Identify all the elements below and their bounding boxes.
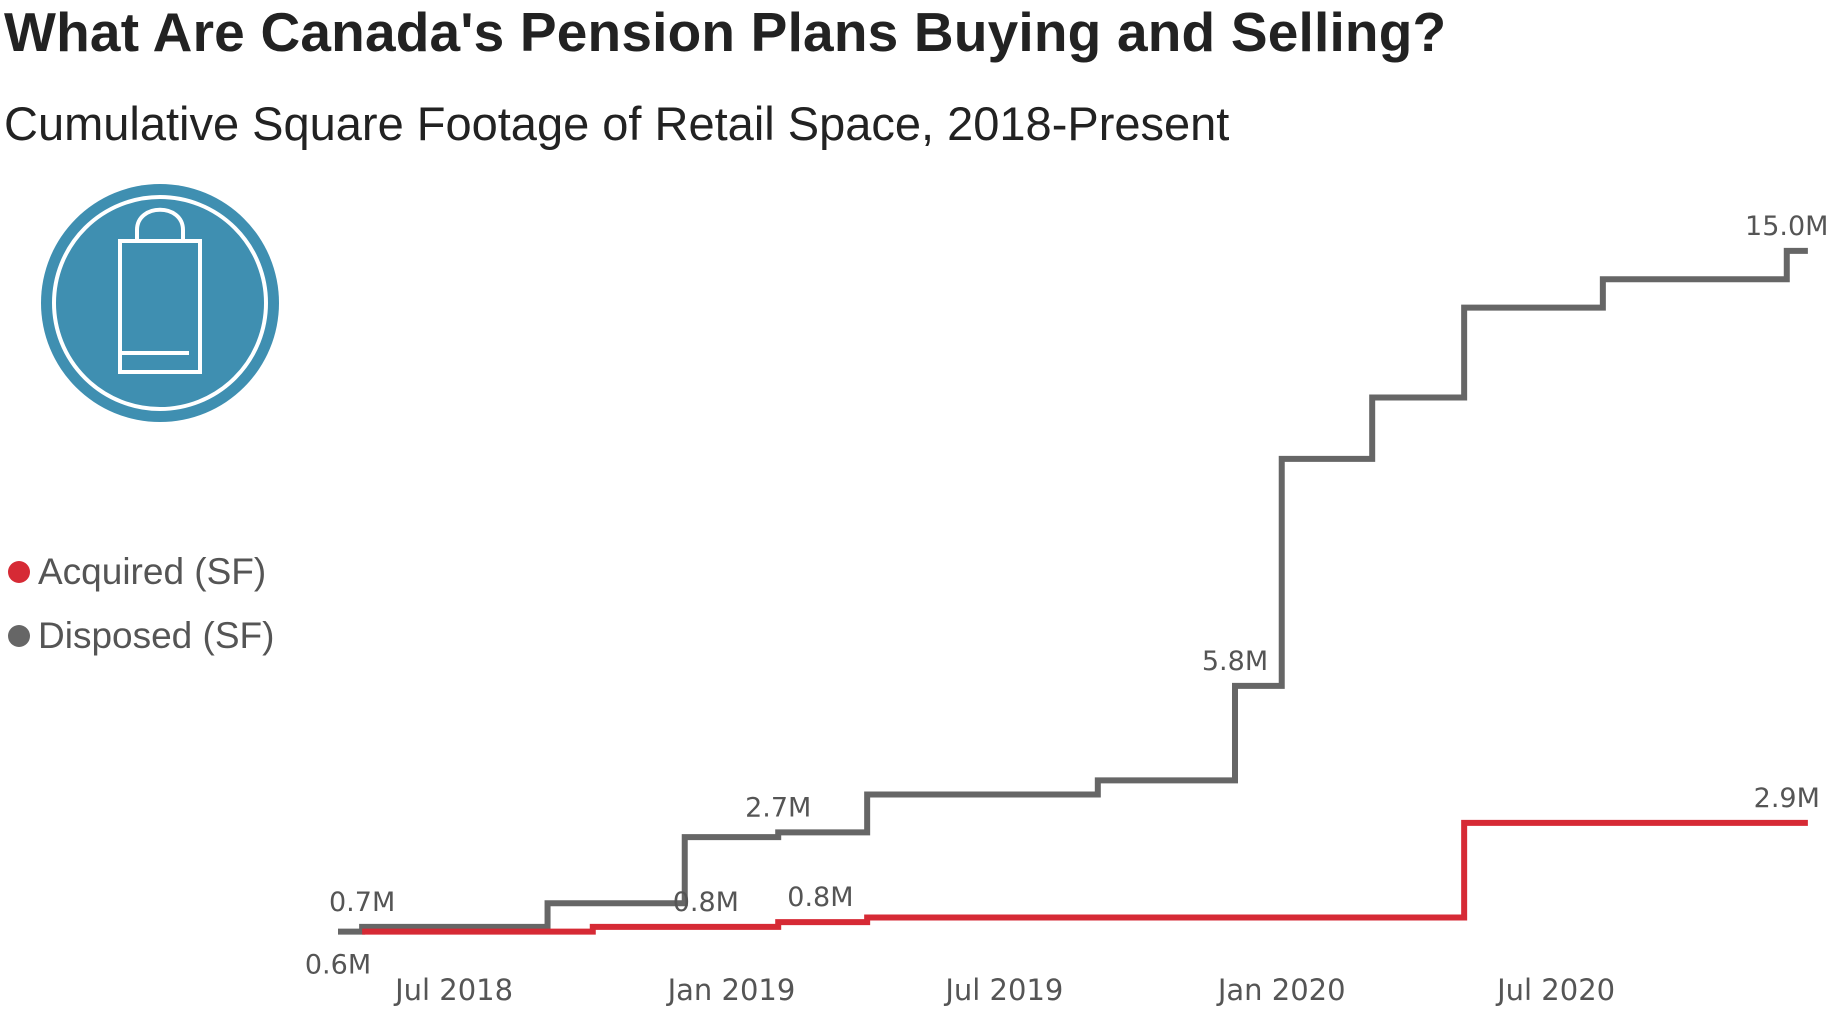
legend-dot-acquired xyxy=(8,561,30,583)
legend-label-acquired: Acquired (SF) xyxy=(38,551,267,592)
data-label: 15.0M xyxy=(1745,211,1828,242)
data-label: 0.6M xyxy=(305,950,371,981)
x-tick-label: Jul 2018 xyxy=(393,973,513,1007)
data-label: 0.8M xyxy=(673,887,739,918)
data-label: 0.8M xyxy=(787,882,853,913)
legend-dot-disposed xyxy=(8,625,30,647)
series-line-disposed xyxy=(338,247,1808,935)
data-label: 5.8M xyxy=(1202,646,1268,677)
chart-title: What Are Canada's Pension Plans Buying a… xyxy=(4,1,1447,63)
shopping-bag-icon xyxy=(40,183,280,423)
data-label: 2.9M xyxy=(1754,783,1820,814)
legend-label-disposed: Disposed (SF) xyxy=(38,615,275,656)
data-label: 2.7M xyxy=(745,792,811,823)
x-tick-label: Jul 2019 xyxy=(943,973,1063,1007)
data-label: 0.7M xyxy=(329,887,395,918)
chart-legend: Acquired (SF) Disposed (SF) xyxy=(8,540,274,668)
legend-item-disposed[interactable]: Disposed (SF) xyxy=(8,604,274,668)
series-line-acquired xyxy=(362,819,1808,935)
legend-item-acquired[interactable]: Acquired (SF) xyxy=(8,540,274,604)
chart-subtitle: Cumulative Square Footage of Retail Spac… xyxy=(4,97,1230,150)
x-tick-label: Jul 2020 xyxy=(1495,973,1615,1007)
x-tick-label: Jan 2019 xyxy=(666,973,796,1007)
x-tick-label: Jan 2020 xyxy=(1216,973,1346,1007)
